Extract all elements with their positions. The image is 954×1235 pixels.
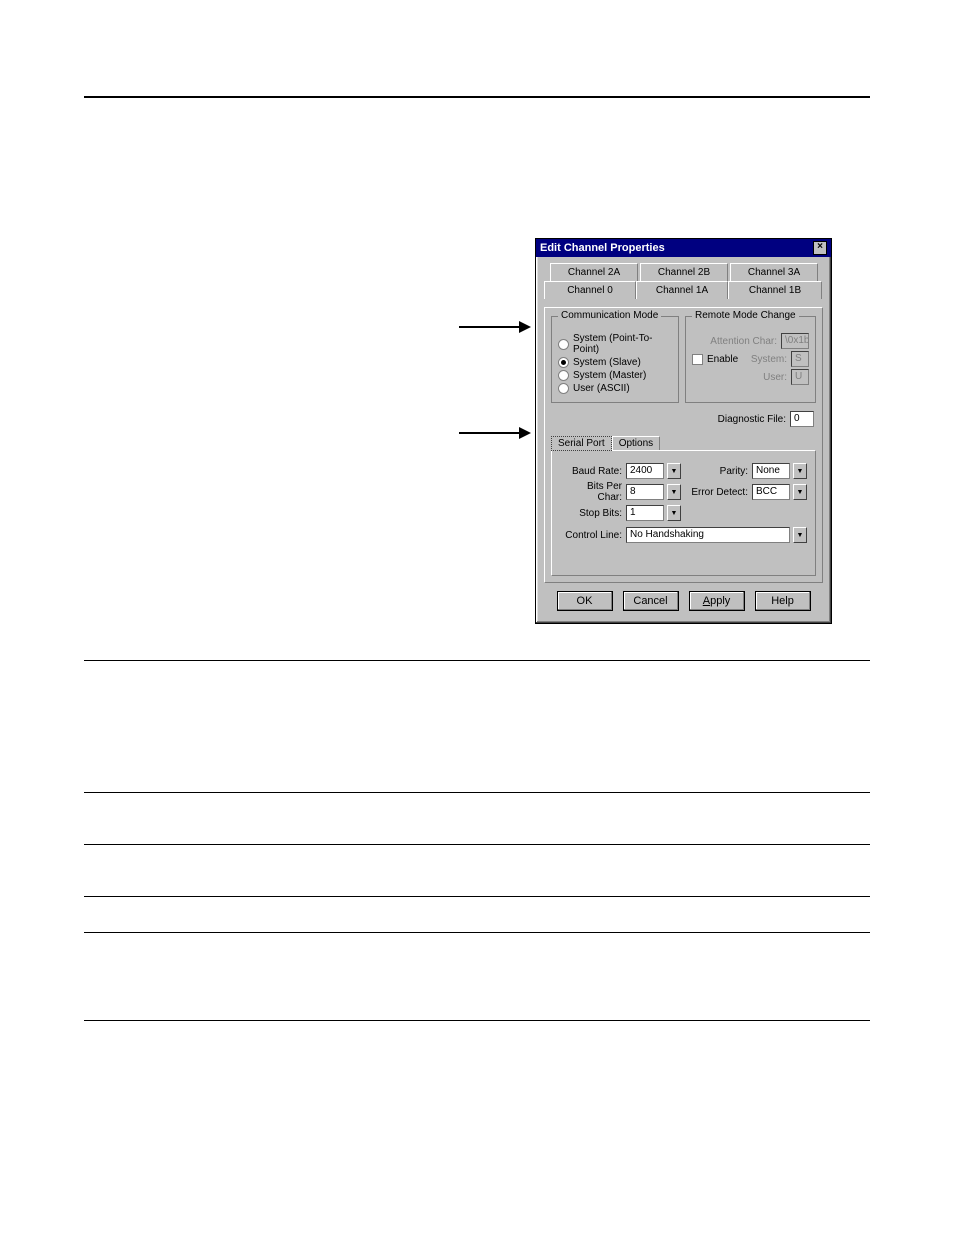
enable-label: Enable <box>707 354 738 365</box>
radio-icon <box>558 339 569 350</box>
edit-channel-properties-dialog: Edit Channel Properties × Channel 2A Cha… <box>535 238 832 624</box>
system-field: S <box>791 351 809 367</box>
baud-rate-label: Baud Rate: <box>560 466 622 477</box>
stop-bits-label: Stop Bits: <box>560 508 622 519</box>
diagnostic-file-label: Diagnostic File: <box>718 414 786 425</box>
chevron-down-icon[interactable]: ▼ <box>793 463 807 479</box>
radio-user-ascii[interactable]: User (ASCII) <box>558 383 672 394</box>
cancel-button[interactable]: Cancel <box>623 591 679 611</box>
control-line-label: Control Line: <box>560 530 622 541</box>
tab-options[interactable]: Options <box>612 436 660 450</box>
page-rule <box>84 660 870 661</box>
page-rule <box>84 844 870 845</box>
error-detect-select[interactable]: BCC <box>752 484 790 500</box>
radio-icon <box>558 357 569 368</box>
bits-per-char-select[interactable]: 8 <box>626 484 664 500</box>
error-detect-label: Error Detect: <box>691 487 748 498</box>
remote-mode-change-group: Remote Mode Change Attention Char: \0x1b… <box>685 316 816 403</box>
enable-checkbox[interactable] <box>692 354 703 365</box>
chevron-down-icon[interactable]: ▼ <box>667 484 681 500</box>
tab-panel: Communication Mode System (Point-To-Poin… <box>544 307 823 583</box>
page-rule <box>84 1020 870 1021</box>
ok-button[interactable]: OK <box>557 591 613 611</box>
diagnostic-file-field[interactable]: 0 <box>790 411 814 427</box>
user-field: U <box>791 369 809 385</box>
comm-mode-legend: Communication Mode <box>558 310 661 321</box>
serial-port-panel: Baud Rate: 2400▼ Parity: None▼ Bits Per … <box>551 450 816 576</box>
inner-tabs: Serial PortOptions Baud Rate: 2400▼ Pari… <box>551 435 816 576</box>
tab-channel-2b[interactable]: Channel 2B <box>640 263 728 281</box>
chevron-down-icon[interactable]: ▼ <box>667 505 681 521</box>
chevron-down-icon[interactable]: ▼ <box>793 527 807 543</box>
tab-channel-1b[interactable]: Channel 1B <box>728 281 822 299</box>
remote-mode-legend: Remote Mode Change <box>692 310 799 321</box>
page-rule <box>84 932 870 933</box>
parity-label: Parity: <box>720 466 748 477</box>
radio-icon <box>558 383 569 394</box>
radio-icon <box>558 370 569 381</box>
radio-slave[interactable]: System (Slave) <box>558 357 672 368</box>
system-label: System: <box>751 354 787 365</box>
annotation-arrow-1 <box>459 326 529 328</box>
page-rule <box>84 792 870 793</box>
user-label: User: <box>763 372 787 383</box>
tab-serial-port[interactable]: Serial Port <box>551 436 612 451</box>
dialog-button-bar: OK Cancel Apply Help <box>544 583 823 615</box>
page-rule <box>84 896 870 897</box>
tab-channel-0[interactable]: Channel 0 <box>544 281 636 299</box>
help-button[interactable]: Help <box>755 591 811 611</box>
chevron-down-icon[interactable]: ▼ <box>667 463 681 479</box>
attention-char-label: Attention Char: <box>710 336 777 347</box>
parity-select[interactable]: None <box>752 463 790 479</box>
stop-bits-select[interactable]: 1 <box>626 505 664 521</box>
dialog-title: Edit Channel Properties <box>540 239 665 257</box>
tab-channel-3a[interactable]: Channel 3A <box>730 263 818 281</box>
tab-channel-2a[interactable]: Channel 2A <box>550 263 638 281</box>
annotation-arrow-2 <box>459 432 529 434</box>
communication-mode-group: Communication Mode System (Point-To-Poin… <box>551 316 679 403</box>
bits-per-char-label: Bits Per Char: <box>560 481 622 503</box>
dialog-titlebar[interactable]: Edit Channel Properties × <box>536 239 831 257</box>
close-icon[interactable]: × <box>813 241 827 255</box>
radio-point-to-point[interactable]: System (Point-To-Point) <box>558 333 672 355</box>
attention-char-field: \0x1b <box>781 333 809 349</box>
baud-rate-select[interactable]: 2400 <box>626 463 664 479</box>
tab-channel-1a[interactable]: Channel 1A <box>636 281 728 299</box>
channel-tabs: Channel 2A Channel 2B Channel 3A Channel… <box>544 263 823 303</box>
apply-button[interactable]: Apply <box>689 591 745 611</box>
page-top-rule <box>84 96 870 98</box>
chevron-down-icon[interactable]: ▼ <box>793 484 807 500</box>
radio-master[interactable]: System (Master) <box>558 370 672 381</box>
control-line-select[interactable]: No Handshaking <box>626 527 790 543</box>
